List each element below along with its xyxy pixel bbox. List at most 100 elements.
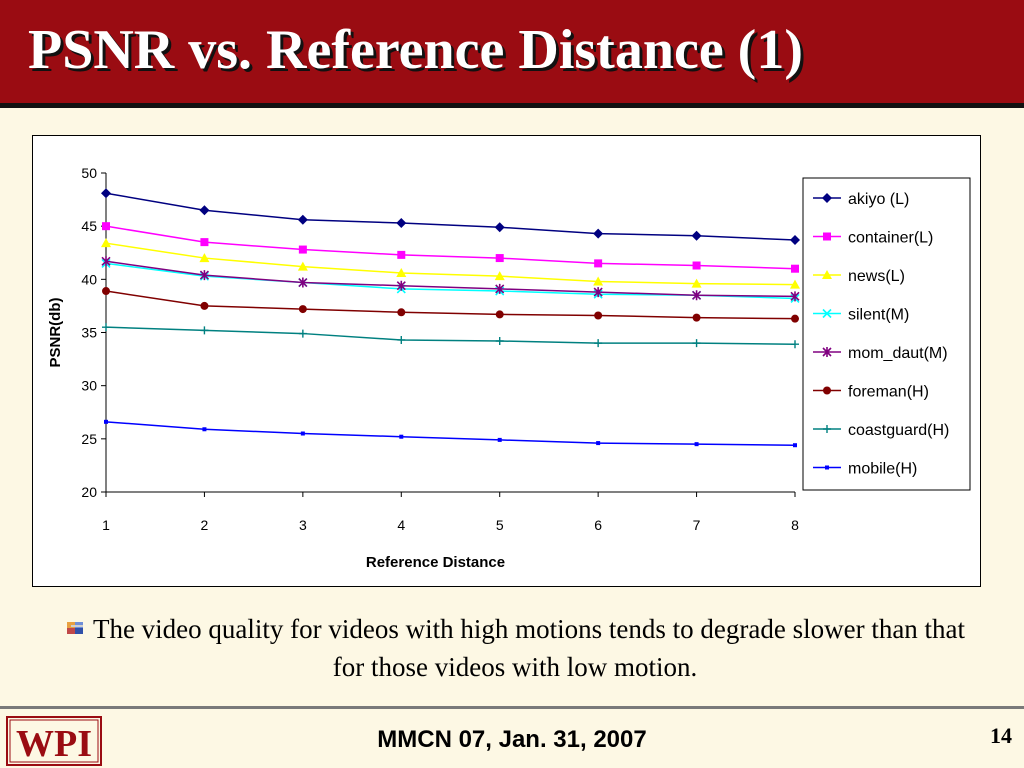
caption-text: The video quality for videos with high m…	[92, 614, 966, 682]
x-tick-label: 8	[791, 517, 799, 533]
series-2-line	[105, 242, 796, 286]
series-5-point	[200, 301, 209, 310]
series-5-point	[298, 305, 307, 314]
series-2-point	[199, 253, 210, 263]
series-6-point	[594, 339, 603, 348]
series-7-point	[596, 441, 601, 446]
y-tick-label: 50	[81, 165, 97, 181]
series-4-point	[298, 277, 308, 288]
footer-text: MMCN 07, Jan. 31, 2007	[377, 726, 647, 753]
y-tick-label: 30	[81, 378, 97, 394]
series-2-point	[494, 271, 505, 281]
x-tick-label: 1	[102, 517, 110, 533]
legend-swatch-marker	[823, 425, 831, 433]
x-tick-label: 2	[201, 517, 209, 533]
series-6-point	[692, 339, 701, 348]
series-7-point	[497, 437, 502, 442]
series-0-point	[101, 188, 111, 199]
series-5-point	[594, 311, 603, 320]
series-2-point	[297, 261, 308, 271]
series-6-line	[105, 326, 796, 345]
series-7-point	[399, 434, 404, 439]
series-5-point	[791, 314, 799, 323]
series-7-line	[105, 421, 796, 446]
series-7-point	[300, 431, 305, 436]
series-1-point	[397, 250, 406, 259]
legend-swatch-marker	[825, 465, 829, 470]
series-1-point	[692, 261, 701, 270]
logo-text: WPI	[16, 723, 92, 765]
series-6-point	[791, 340, 799, 349]
series-4-point	[495, 283, 505, 294]
series-6-point	[200, 326, 209, 335]
series-7-point	[202, 427, 207, 432]
legend-swatch-marker	[822, 270, 832, 279]
series-4-point	[199, 270, 209, 281]
series-2-point	[396, 267, 407, 277]
series-4-line	[105, 260, 796, 298]
series-0-line	[105, 192, 796, 241]
series-0-point	[199, 205, 210, 216]
series-5-line	[105, 290, 796, 320]
x-tick-label: 7	[693, 517, 701, 533]
series-6-point	[397, 335, 406, 344]
legend-label: container(L)	[848, 230, 933, 247]
series-1-point	[102, 222, 110, 231]
x-tick-label: 4	[397, 517, 405, 533]
series-1-point	[594, 259, 603, 268]
series-0-point	[790, 234, 800, 245]
y-tick-label: 25	[81, 431, 97, 447]
series-4-point	[593, 287, 603, 298]
y-tick-label: 35	[81, 325, 97, 341]
legend-swatch-marker	[823, 232, 831, 241]
title-bar: PSNR vs. Reference Distance (1)	[0, 0, 1024, 108]
series-2-point	[101, 238, 111, 248]
series-3-line	[105, 262, 796, 300]
legend-label: mom_daut(M)	[848, 345, 948, 362]
series-2-point	[593, 276, 604, 286]
bullet-icon	[65, 611, 87, 634]
x-tick-label: 6	[594, 517, 602, 533]
series-5-point	[692, 313, 701, 322]
series-4-point	[790, 291, 800, 302]
legend-swatch-marker	[823, 386, 831, 395]
series-6-point	[495, 337, 504, 346]
footer-divider	[0, 706, 1024, 709]
series-0-point	[396, 217, 407, 228]
series-1-point	[298, 245, 307, 254]
series-1-point	[200, 238, 209, 247]
x-tick-label: 5	[496, 517, 504, 533]
legend-swatch-marker	[822, 193, 832, 203]
series-0-point	[297, 214, 308, 225]
series-4-point	[692, 290, 702, 301]
series-1-point	[791, 264, 799, 273]
wpi-logo: WPI	[6, 716, 102, 766]
series-0-point	[494, 222, 505, 233]
series-0-point	[691, 230, 702, 241]
y-tick-label: 45	[81, 218, 97, 234]
series-7-point	[793, 443, 797, 448]
series-1-point	[495, 254, 504, 263]
series-1-line	[105, 225, 796, 270]
x-axis-label: Reference Distance	[366, 554, 505, 571]
legend-label: foreman(H)	[848, 384, 929, 401]
series-4-point	[101, 256, 111, 267]
y-tick-label: 40	[81, 271, 97, 287]
series-4-point	[396, 280, 406, 291]
footer: WPI MMCN 07, Jan. 31, 2007 14	[0, 709, 1024, 768]
legend-box	[802, 177, 971, 491]
legend-label: mobile(H)	[848, 461, 917, 478]
legend-label: coastguard(H)	[848, 422, 949, 439]
series-7-point	[694, 442, 699, 447]
series-5-point	[495, 310, 504, 319]
legend-label: silent(M)	[848, 307, 909, 324]
chart-frame: 20 25 30 35 40 45 50 1 2 3 4 5 6 7 8 Reference Distance…	[32, 135, 981, 587]
slide-title: PSNR vs. Reference Distance (1)	[28, 19, 803, 81]
legend-label: akiyo (L)	[848, 191, 909, 208]
series-5-point	[102, 287, 110, 296]
y-axis-label: PSNR(db)	[47, 298, 64, 368]
page-number: 14	[990, 723, 1012, 748]
y-tick-label: 20	[81, 484, 97, 500]
x-tick-label: 3	[299, 517, 307, 533]
